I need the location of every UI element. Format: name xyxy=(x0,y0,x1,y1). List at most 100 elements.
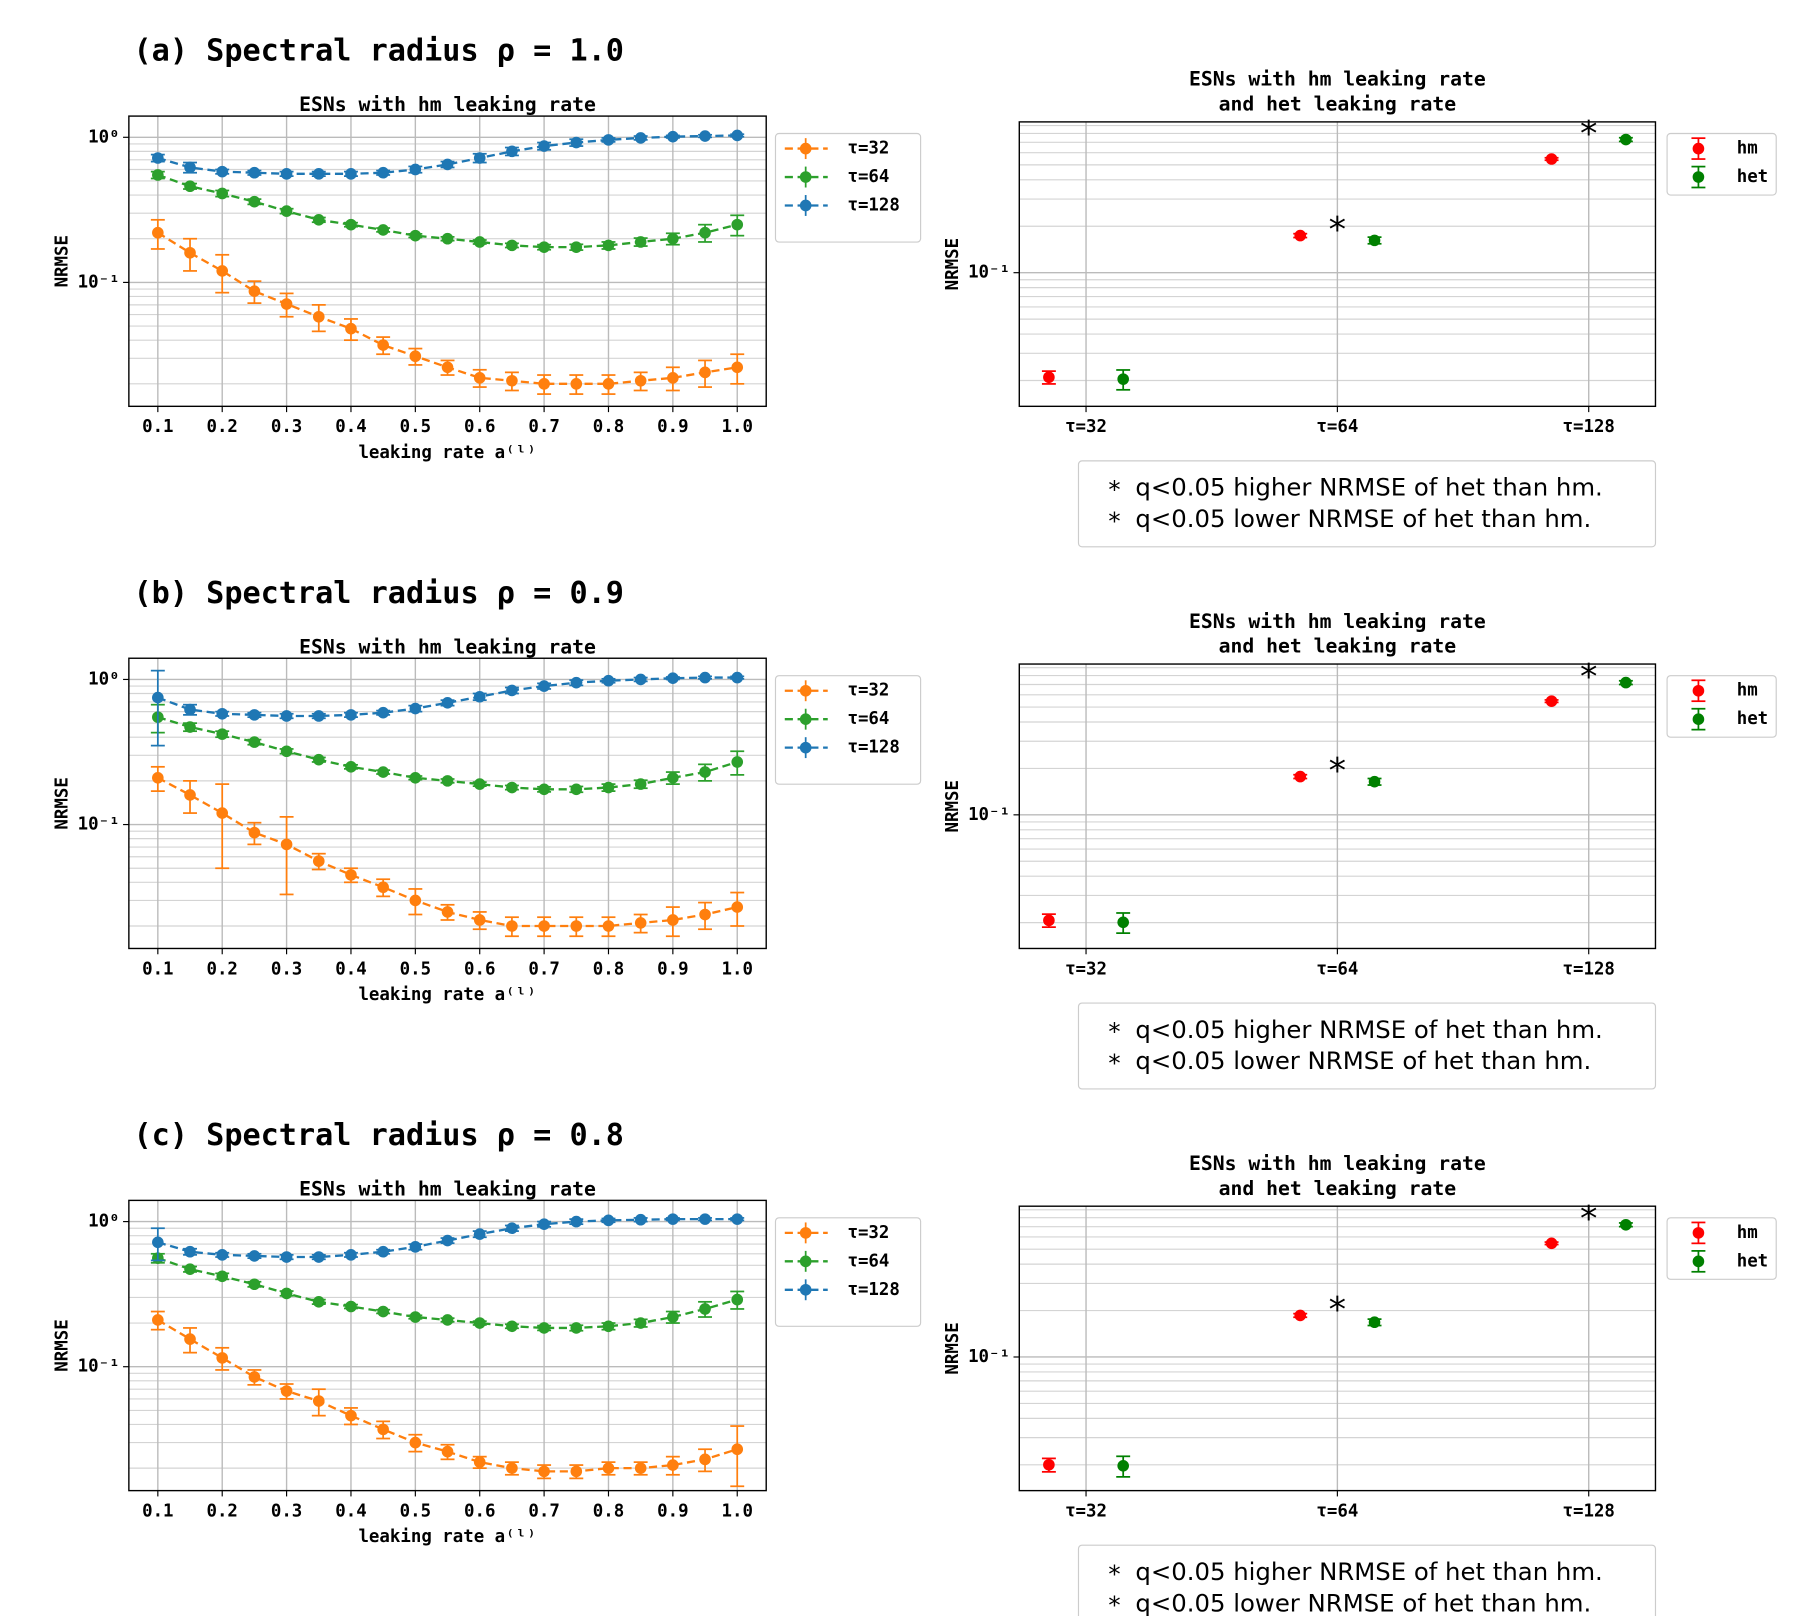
data-point xyxy=(1294,770,1307,783)
data-point xyxy=(441,906,454,918)
data-point xyxy=(506,781,518,794)
x-tick-label: τ=64 xyxy=(1316,1502,1358,1522)
data-point xyxy=(667,130,679,143)
x-tick-label: 0.5 xyxy=(400,959,431,979)
note-text: q<0.05 lower NRMSE of het than hm. xyxy=(1135,504,1591,533)
data-point xyxy=(634,132,647,144)
data-point xyxy=(280,838,293,851)
legend-marker xyxy=(799,684,812,697)
legend-label: τ=64 xyxy=(847,167,889,187)
x-tick-label: τ=32 xyxy=(1065,959,1107,979)
data-point xyxy=(377,166,389,179)
significance-marker: * xyxy=(1580,657,1597,697)
data-point xyxy=(506,1462,518,1474)
data-point xyxy=(312,1251,325,1263)
data-point xyxy=(216,707,229,720)
data-point xyxy=(602,674,615,687)
data-point xyxy=(248,195,261,208)
data-point xyxy=(634,374,647,387)
x-tick-label: 0.1 xyxy=(142,959,173,979)
data-point xyxy=(1043,371,1055,384)
data-point xyxy=(1620,1218,1632,1231)
legend-box xyxy=(774,1217,922,1327)
data-point xyxy=(377,881,389,894)
data-point xyxy=(731,218,744,231)
legend-marker xyxy=(799,142,812,155)
x-tick-label: 0.5 xyxy=(400,417,431,437)
data-point xyxy=(602,920,615,932)
data-point xyxy=(538,140,550,152)
data-point xyxy=(152,1314,164,1326)
legend-marker xyxy=(799,1255,812,1268)
data-point xyxy=(506,684,518,697)
data-point xyxy=(248,1250,261,1262)
note-symbol: * xyxy=(1108,1559,1120,1588)
data-point xyxy=(184,246,196,259)
x-tick-label: 0.4 xyxy=(335,1502,366,1522)
x-tick-label: τ=64 xyxy=(1316,959,1358,979)
data-point xyxy=(377,706,389,719)
data-point xyxy=(312,1296,325,1308)
data-point xyxy=(280,745,293,758)
data-point xyxy=(667,1311,679,1323)
x-tick-label: 0.6 xyxy=(464,1502,495,1522)
x-tick-label: 0.8 xyxy=(593,417,624,437)
data-point xyxy=(248,709,261,721)
data-point xyxy=(506,239,518,252)
series-line xyxy=(157,776,738,928)
data-point xyxy=(152,771,164,784)
data-point xyxy=(409,163,422,176)
x-axis-label: leaking rate a⁽ˡ⁾ xyxy=(358,985,536,1005)
x-tick-label: 0.2 xyxy=(206,417,237,437)
x-tick-label: 0.2 xyxy=(206,1502,237,1522)
data-point xyxy=(216,807,229,819)
data-point xyxy=(280,298,293,310)
legend-label: hm xyxy=(1737,1223,1758,1243)
plot-frame xyxy=(128,115,767,408)
data-point xyxy=(667,232,679,245)
data-point xyxy=(506,1320,518,1333)
x-tick-label: 0.6 xyxy=(464,959,495,979)
data-point xyxy=(409,771,422,784)
y-axis-label: NRMSE xyxy=(53,1319,73,1371)
legend-label: hm xyxy=(1737,139,1758,159)
data-point xyxy=(441,1445,454,1458)
data-point xyxy=(152,226,164,239)
data-point xyxy=(377,1423,389,1436)
data-point xyxy=(570,1322,583,1334)
y-tick-label: 10⁰ xyxy=(88,669,119,689)
x-tick-label: τ=128 xyxy=(1563,1502,1615,1522)
x-tick-label: 1.0 xyxy=(722,959,753,979)
data-point xyxy=(345,1300,357,1313)
data-point xyxy=(570,1215,583,1228)
data-point xyxy=(506,145,518,158)
data-point xyxy=(1117,916,1129,929)
x-tick-label: 0.3 xyxy=(271,1502,302,1522)
data-point xyxy=(377,1245,389,1258)
data-point xyxy=(216,187,229,200)
legend-marker xyxy=(1692,142,1705,155)
data-point xyxy=(506,920,518,932)
data-point xyxy=(409,702,422,715)
data-point xyxy=(667,1459,679,1471)
data-point xyxy=(473,778,486,790)
x-tick-label: 0.3 xyxy=(271,959,302,979)
data-point xyxy=(570,920,583,932)
data-point xyxy=(1368,234,1381,247)
data-point xyxy=(634,236,647,248)
x-tick-label: τ=128 xyxy=(1563,959,1615,979)
data-point xyxy=(152,691,164,704)
legend-marker xyxy=(799,171,812,183)
legend-label: hm xyxy=(1737,681,1758,701)
note-text: q<0.05 higher NRMSE of het than hm. xyxy=(1135,1015,1602,1044)
note-text: q<0.05 higher NRMSE of het than hm. xyxy=(1135,473,1602,502)
x-tick-label: 0.9 xyxy=(657,1502,688,1522)
data-point xyxy=(152,169,164,181)
chart-title: ESNs with hm leaking rate xyxy=(1189,68,1486,91)
data-point xyxy=(377,224,389,236)
data-point xyxy=(473,1228,486,1240)
data-point xyxy=(312,1395,325,1407)
data-point xyxy=(441,158,454,171)
significance-marker: * xyxy=(1580,114,1597,154)
legend-label: τ=64 xyxy=(847,1251,889,1271)
